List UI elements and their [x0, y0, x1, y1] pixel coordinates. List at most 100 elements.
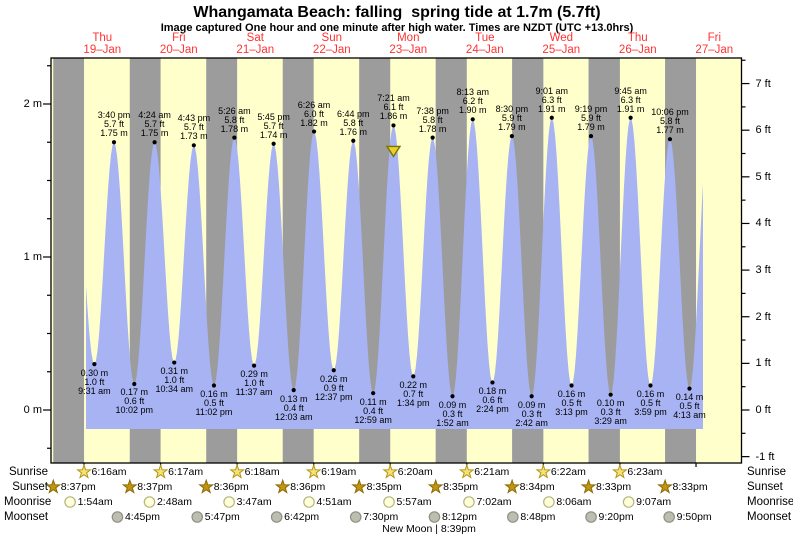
- tide-label-line: 5:45 pm: [257, 111, 290, 122]
- tide-label-line: 5.7 ft: [183, 122, 204, 133]
- tide-label-line: 1.0 ft: [84, 376, 105, 387]
- low-tide-label: 0.10 m 0.3 ft 3:29 am: [594, 399, 627, 426]
- tide-label-line: 12:59 am: [354, 414, 392, 425]
- tide-label-line: 0.5 ft: [640, 398, 661, 409]
- sunrise-time: 6:22am: [550, 466, 586, 478]
- tide-label-line: 0.22 m: [399, 379, 428, 390]
- moonset-time: 5:47pm: [204, 511, 240, 523]
- chart-subtitle: Image captured One hour and one minute a…: [160, 22, 634, 34]
- tide-label-line: 0.16 m: [636, 389, 665, 400]
- feet-axis-label: 2 ft: [755, 310, 771, 323]
- tide-label-line: 7:21 am: [377, 93, 410, 104]
- sunrise-star-icon: [229, 463, 246, 479]
- page-title: Whangamata Beach: falling spring tide at…: [193, 4, 601, 21]
- tide-label-line: 1.91 m: [538, 103, 566, 114]
- meter-axis-label: 1 m: [23, 251, 42, 263]
- tide-label-line: 0.13 m: [279, 393, 308, 404]
- day-header: Mon 23–Jan: [389, 32, 427, 56]
- tide-label-line: 0.4 ft: [363, 405, 384, 416]
- low-tide-label: 0.09 m 0.3 ft 1:52 am: [436, 400, 469, 428]
- tide-label-line: 0.6 ft: [124, 396, 145, 407]
- tide-label-line: 0.09 m: [517, 399, 546, 410]
- tide-label-line: 5.7 ft: [144, 119, 165, 130]
- tide-label-line: 5.9 ft: [501, 113, 522, 124]
- tide-label-line: 1.75 m: [140, 128, 169, 139]
- tide-extreme-dot: [172, 360, 177, 365]
- low-tide-label: 0.31 m 1.0 ft 10:34 am: [155, 367, 193, 394]
- high-tide-label: 9:01 am 6.3 ft 1.91 m: [536, 86, 569, 114]
- tide-label-line: 0.29 m: [240, 369, 268, 380]
- tide-label-line: 1.74 m: [259, 129, 288, 140]
- moonset-time: 8:48pm: [520, 511, 556, 523]
- moonset-circle-icon: [349, 511, 362, 523]
- tide-label-line: 7:38 pm: [416, 105, 449, 116]
- tide-label-line: 1.91 m: [616, 103, 645, 114]
- sunrise-star-icon: [76, 463, 92, 479]
- high-tide-label: 4:24 am 5.7 ft 1.75 m: [138, 111, 171, 138]
- night-band: [53, 58, 85, 463]
- tide-label-line: 9:19 pm: [574, 104, 608, 115]
- tide-label-line: 5.8 ft: [422, 114, 443, 125]
- sunset-star-icon: [45, 478, 62, 494]
- tide-extreme-dot: [430, 135, 435, 140]
- tide-label-line: 12:03 am: [274, 411, 313, 422]
- tide-extreme-dot: [509, 134, 514, 139]
- row-label-moonrise-left: Moonrise: [4, 496, 52, 508]
- moonset-circle-icon: [191, 511, 204, 523]
- day-header: Sun 22–Jan: [313, 32, 351, 56]
- feet-axis-label: 7 ft: [755, 77, 771, 90]
- tide-extreme-dot: [311, 129, 317, 134]
- tide-label-line: 0.6 ft: [482, 394, 503, 405]
- tide-extreme-dot: [291, 388, 296, 393]
- day-date: 27–Jan: [695, 44, 734, 56]
- tide-label-line: 0.9 ft: [323, 382, 344, 393]
- tide-label-line: 5.9 ft: [580, 113, 601, 124]
- tide-extreme-dot: [667, 137, 673, 142]
- sunrise-star-icon: [611, 463, 628, 479]
- tide-extreme-dot: [191, 143, 196, 148]
- tide-extreme-dot: [588, 134, 594, 139]
- moonset-time: 9:50pm: [676, 511, 712, 523]
- day-header: Fri 27–Jan: [695, 32, 733, 56]
- tide-label-line: 3:29 am: [594, 416, 627, 427]
- tide-label-line: 9:45 am: [614, 85, 647, 96]
- sunset-time: 8:33pm: [672, 481, 708, 493]
- moonrise-time: 4:51am: [316, 496, 352, 508]
- tide-label-line: 1.77 m: [656, 125, 684, 136]
- day-header: Thu 19–Jan: [83, 32, 121, 56]
- tide-extreme-dot: [450, 394, 455, 399]
- row-label-moonset-left: Moonset: [4, 511, 49, 523]
- tide-label-line: 8:13 am: [456, 87, 489, 98]
- tide-label-line: 0.26 m: [320, 373, 348, 384]
- tide-label-line: 2:24 pm: [476, 403, 509, 414]
- sunset-star-icon: [580, 478, 597, 494]
- feet-axis-label: 0 ft: [755, 404, 771, 416]
- tide-label-line: 6.2 ft: [462, 96, 483, 107]
- tide-label-line: 1.82 m: [300, 117, 328, 128]
- moonrise-time: 5:57am: [396, 496, 432, 508]
- tide-extreme-dot: [271, 141, 276, 146]
- tide-label-line: 8:30 pm: [495, 104, 529, 115]
- tide-extreme-dot: [490, 380, 495, 385]
- sunrise-time: 6:21am: [474, 466, 510, 478]
- tide-extreme-dot: [152, 140, 157, 145]
- sunset-star-icon: [427, 478, 444, 494]
- low-tide-label: 0.22 m 0.7 ft 1:34 pm: [397, 379, 430, 408]
- low-tide-label: 0.09 m 0.3 ft 2:42 am: [515, 399, 548, 428]
- sunrise-time: 6:17am: [168, 466, 204, 478]
- sunrise-time: 6:18am: [244, 466, 280, 478]
- tide-label-line: 0.5 ft: [203, 398, 224, 409]
- moonrise-time: 9:07am: [636, 496, 672, 508]
- tide-extreme-dot: [232, 135, 237, 140]
- tide-label-line: 10:02 pm: [115, 405, 154, 416]
- tide-label-line: 6.1 ft: [383, 102, 404, 113]
- feet-axis-label: 4 ft: [755, 217, 771, 230]
- tide-label-line: 4:24 am: [138, 110, 171, 121]
- high-tide-label: 5:26 am 5.8 ft 1.78 m: [218, 106, 251, 134]
- low-tide-label: 0.18 m 0.6 ft 2:24 pm: [476, 386, 509, 414]
- tide-label-line: 1.78 m: [220, 123, 249, 134]
- moonset-circle-icon: [663, 511, 675, 523]
- moonrise-circle-icon: [64, 496, 76, 508]
- high-tide-label: 7:21 am 6.1 ft 1.86 m: [377, 94, 410, 121]
